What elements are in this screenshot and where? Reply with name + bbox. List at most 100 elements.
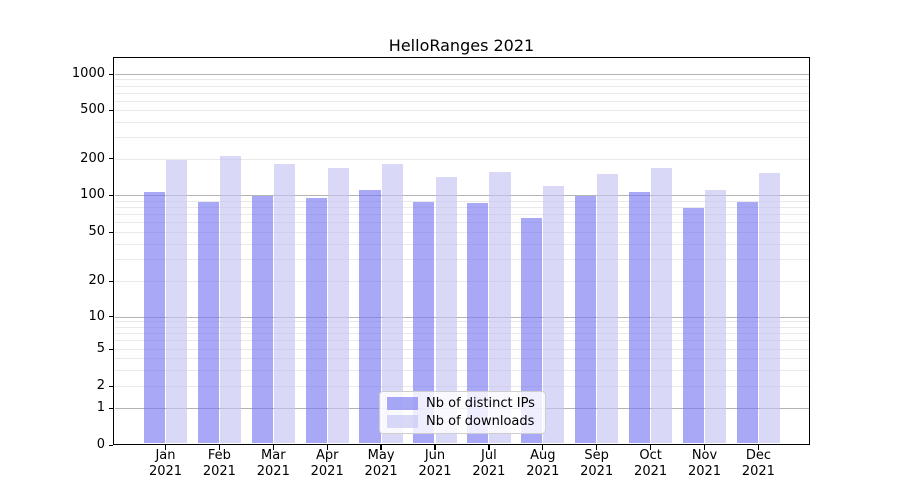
x-tick-label: Oct 2021: [634, 448, 668, 479]
minor-gridline: [114, 340, 809, 342]
y-tick-mark: [108, 280, 113, 282]
minor-gridline: [114, 349, 809, 350]
x-tick-label: Jul 2021: [472, 448, 506, 479]
x-tick-mark: [596, 445, 598, 450]
x-tick-label: Sep 2021: [580, 448, 614, 479]
y-tick-mark: [108, 444, 113, 446]
y-tick-mark: [108, 316, 113, 318]
y-tick-mark: [108, 231, 113, 233]
x-tick-label: Aug 2021: [526, 448, 560, 479]
x-tick-mark: [703, 445, 706, 450]
bar-downloads-jun: [435, 176, 457, 444]
minor-gridline: [114, 321, 809, 323]
y-tick-mark: [108, 407, 113, 409]
x-tick-label: Mar 2021: [256, 448, 290, 479]
y-tick-mark: [108, 385, 113, 387]
y-tick-label: 200: [80, 150, 105, 166]
x-tick-label: Feb 2021: [202, 448, 236, 479]
minor-gridline: [114, 214, 809, 216]
major-gridline: [114, 316, 809, 318]
minor-gridline: [114, 326, 809, 328]
y-tick-mark: [108, 194, 113, 196]
minor-gridline: [114, 137, 809, 139]
minor-gridline: [114, 121, 809, 123]
x-tick-mark: [380, 445, 382, 450]
legend-item-distinct-ips: Nb of distinct IPs: [387, 396, 538, 411]
y-tick-label: 0: [96, 437, 105, 452]
bar-distinct-ips-aug: [521, 217, 543, 444]
x-tick-mark: [164, 445, 167, 450]
x-tick-label: Dec 2021: [741, 448, 775, 479]
x-tick-label: Nov 2021: [687, 448, 722, 479]
minor-gridline: [114, 243, 809, 245]
minor-gridline: [114, 206, 809, 208]
bar-downloads-mar: [273, 163, 295, 444]
minor-gridline: [114, 222, 809, 224]
minor-gridline: [114, 358, 809, 359]
legend-label: Nb of downloads: [426, 413, 535, 429]
legend: Nb of distinct IPs Nb of downloads: [379, 391, 546, 434]
major-gridline: [114, 195, 809, 196]
x-tick-mark: [757, 445, 760, 450]
x-tick-label: Jun 2021: [418, 448, 452, 479]
minor-gridline: [114, 333, 809, 335]
bar-distinct-ips-jun: [413, 201, 435, 444]
bar-distinct-ips-feb: [197, 201, 219, 444]
minor-gridline: [114, 281, 809, 282]
x-tick-mark: [272, 445, 274, 450]
bar-distinct-ips-may: [359, 189, 381, 444]
bar-distinct-ips-nov: [682, 208, 704, 444]
bar-downloads-oct: [651, 167, 673, 444]
minor-gridline: [114, 100, 809, 102]
bar-distinct-ips-sep: [575, 196, 597, 444]
bar-distinct-ips-oct: [628, 192, 651, 444]
bar-distinct-ips-apr: [305, 197, 327, 444]
major-gridline: [114, 74, 809, 75]
bar-downloads-aug: [543, 185, 565, 444]
minor-gridline: [114, 259, 809, 261]
bar-distinct-ips-jan: [143, 192, 165, 444]
y-tick-label: 1: [96, 400, 105, 415]
minor-gridline: [114, 92, 809, 94]
bar-distinct-ips-jul: [467, 203, 489, 444]
chart-title: HelloRanges 2021: [388, 36, 535, 55]
y-tick-mark: [108, 348, 113, 350]
legend-swatch-distinct-ips: [387, 397, 418, 411]
bar-downloads-apr: [327, 168, 349, 444]
bar-downloads-jul: [489, 171, 511, 444]
minor-gridline: [114, 79, 809, 81]
y-tick-label: 100: [80, 187, 105, 202]
minor-gridline: [114, 369, 809, 371]
bar-downloads-dec: [758, 173, 781, 444]
y-tick-label: 5: [96, 341, 105, 356]
x-tick-mark: [326, 445, 328, 450]
y-tick-label: 10: [88, 308, 105, 324]
x-tick-mark: [649, 445, 652, 450]
bar-downloads-may: [381, 163, 403, 444]
legend-swatch-downloads: [387, 414, 418, 428]
bar-distinct-ips-dec: [736, 201, 758, 444]
x-tick-label: May 2021: [364, 448, 398, 479]
legend-label: Nb of distinct IPs: [426, 396, 535, 412]
y-tick-label: 50: [88, 224, 105, 239]
y-tick-mark: [108, 109, 113, 111]
y-tick-mark: [108, 158, 113, 160]
bar-downloads-feb: [219, 155, 242, 444]
x-tick-mark: [542, 445, 544, 450]
minor-gridline: [114, 386, 809, 387]
y-tick-label: 2: [96, 378, 105, 393]
x-tick-mark: [488, 445, 490, 450]
bar-downloads-nov: [705, 189, 727, 444]
bar-distinct-ips-mar: [251, 196, 273, 444]
minor-gridline: [114, 200, 809, 202]
x-tick-label: Apr 2021: [310, 448, 344, 479]
y-tick-label: 1000: [71, 66, 105, 81]
x-tick-label: Jan 2021: [148, 448, 183, 479]
y-tick-label: 20: [88, 273, 105, 288]
y-tick-mark: [108, 73, 113, 75]
x-tick-mark: [434, 445, 436, 450]
minor-gridline: [114, 158, 809, 160]
minor-gridline: [114, 232, 809, 233]
x-tick-mark: [218, 445, 221, 450]
